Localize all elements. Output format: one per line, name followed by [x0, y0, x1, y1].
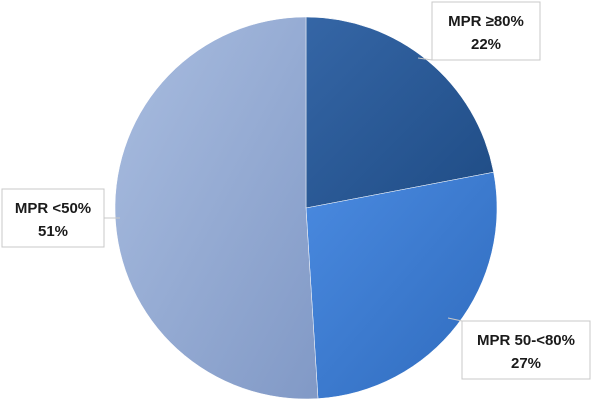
- pie-slices: [114, 16, 498, 400]
- slice-label-2: MPR <50%: [15, 200, 91, 217]
- callout-leader-1: [447, 317, 463, 322]
- slice-value-label-0: 22%: [471, 36, 501, 53]
- slice-value-label-2: 51%: [38, 223, 68, 240]
- slice-label-1: MPR 50-<80%: [477, 332, 575, 349]
- slice-value-label-1: 27%: [511, 355, 541, 372]
- slice-label-0: MPR ≥80%: [448, 13, 524, 30]
- callout-box-1: [461, 320, 591, 380]
- callout-box-0: [431, 1, 541, 61]
- pie-slice-0: [305, 16, 494, 209]
- callout-box-2: [1, 188, 105, 248]
- pie-slice-1: [305, 171, 498, 399]
- callout-leader-0: [417, 57, 433, 61]
- pie-slice-2: [114, 16, 319, 400]
- pie-callouts: MPR ≥80% 22% MPR 50-<80% 27% MPR <50% 51%: [1, 1, 591, 380]
